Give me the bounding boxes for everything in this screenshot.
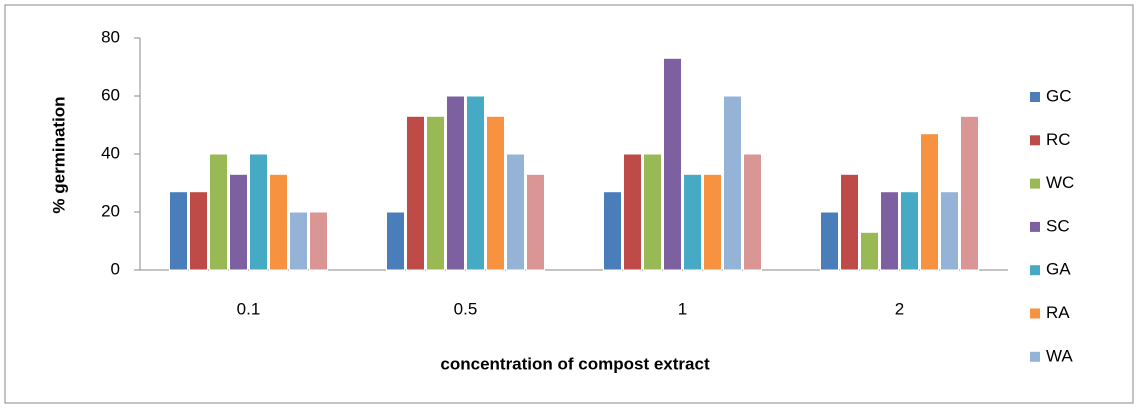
bar: [643, 153, 662, 271]
legend-label: GC: [1046, 86, 1072, 105]
legend-label: SC: [1046, 216, 1070, 235]
bar: [189, 191, 208, 271]
legend-swatch: [1030, 178, 1040, 189]
bar: [466, 95, 485, 271]
bar: [406, 115, 425, 271]
bar: [426, 115, 445, 271]
bar: [900, 191, 919, 271]
x-tick-label: 1: [678, 299, 687, 318]
bar: [920, 133, 939, 271]
y-tick-label: 80: [101, 27, 120, 46]
x-tick-label: 2: [895, 299, 904, 318]
x-tick-label: 0.5: [454, 299, 478, 318]
bar: [526, 173, 545, 271]
legend-swatch: [1030, 135, 1040, 146]
y-tick-label: 20: [101, 201, 120, 220]
bar: [603, 191, 622, 271]
legend-swatch: [1030, 351, 1040, 362]
bar: [309, 211, 328, 271]
bar: [506, 153, 525, 271]
y-axis-title: % germination: [49, 96, 68, 213]
legend-label: GA: [1046, 260, 1071, 279]
legend-label: WA: [1046, 346, 1073, 365]
legend-swatch: [1030, 92, 1040, 102]
bar: [209, 153, 228, 271]
bar: [683, 173, 702, 271]
bar: [663, 57, 682, 271]
bar: [880, 191, 899, 271]
bar: [486, 115, 505, 271]
legend-label: RA: [1046, 303, 1070, 322]
bar: [820, 211, 839, 271]
bar: [269, 173, 288, 271]
bar: [860, 231, 879, 271]
x-tick-label: 0.1: [237, 299, 261, 318]
bar: [743, 153, 762, 271]
bar: [446, 95, 465, 271]
legend-swatch: [1030, 265, 1040, 276]
bar: [623, 153, 642, 271]
bar: [960, 115, 979, 271]
x-axis-title: concentration of compost extract: [440, 354, 710, 373]
bar: [249, 153, 268, 271]
y-tick-label: 0: [111, 259, 120, 278]
bar: [723, 95, 742, 271]
bar: [840, 173, 859, 271]
y-tick-label: 60: [101, 85, 120, 104]
legend-swatch: [1030, 308, 1040, 319]
y-tick-label: 40: [101, 143, 120, 162]
bar: [386, 211, 405, 271]
legend-swatch: [1030, 221, 1040, 232]
bar: [703, 173, 722, 271]
legend-label: RC: [1046, 130, 1071, 149]
bar: [289, 211, 308, 271]
bar: [169, 191, 188, 271]
legend-label: WC: [1046, 173, 1074, 192]
bar: [229, 173, 248, 271]
bar: [940, 191, 959, 271]
